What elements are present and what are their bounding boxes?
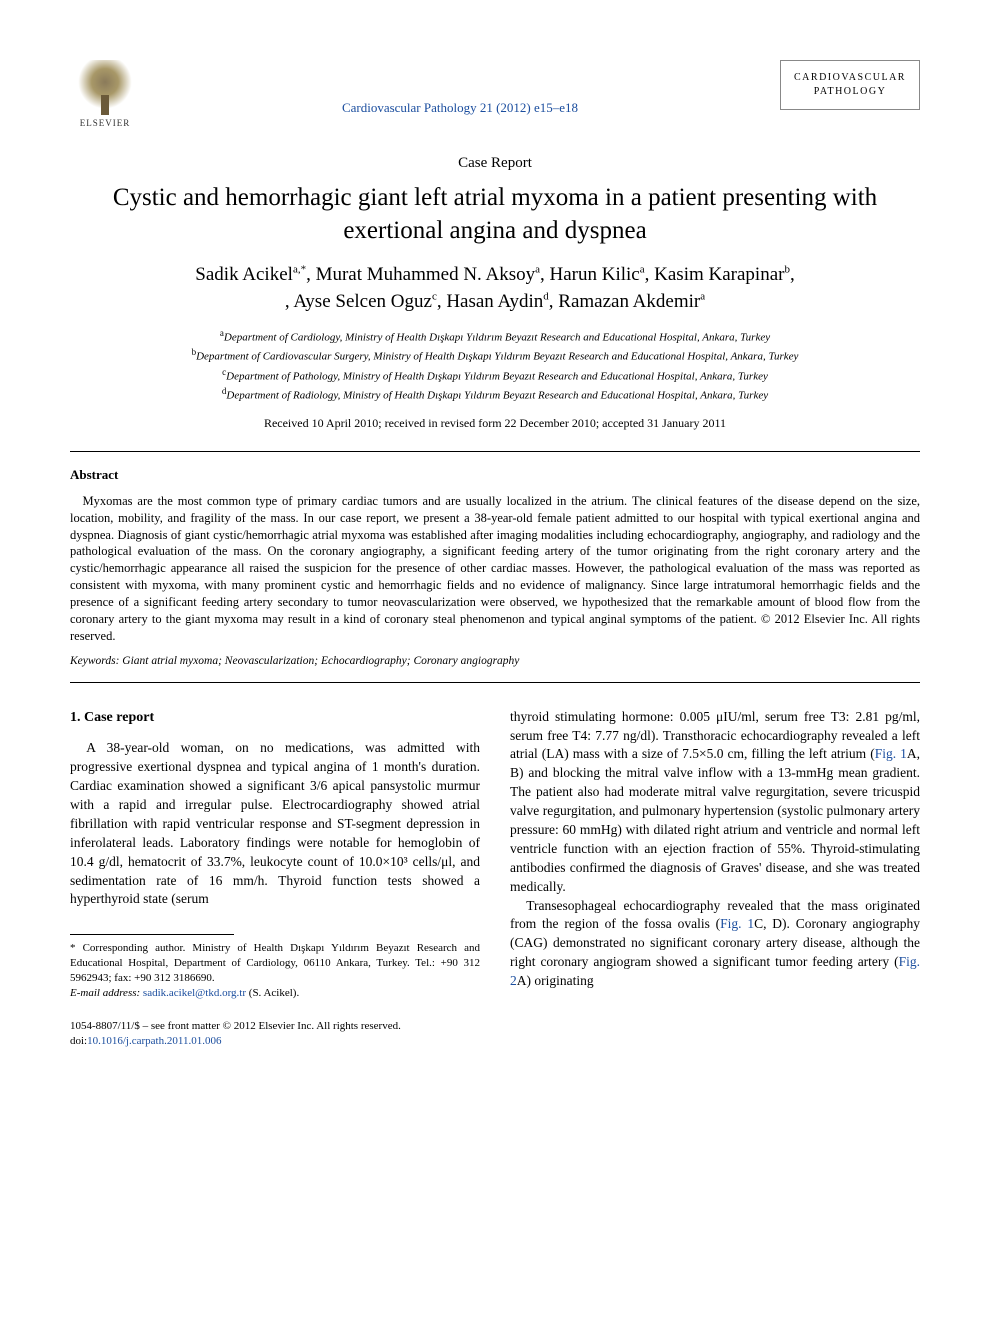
email-link[interactable]: sadik.acikel@tkd.org.tr bbox=[140, 987, 246, 999]
body-paragraph: A 38-year-old woman, on no medications, … bbox=[70, 739, 480, 909]
email-line: E-mail address: sadik.acikel@tkd.org.tr … bbox=[70, 986, 480, 1001]
abstract-label: Abstract bbox=[70, 467, 920, 483]
publisher-logo: ELSEVIER bbox=[70, 60, 140, 140]
abstract-text: Myxomas are the most common type of prim… bbox=[70, 493, 920, 645]
author: , Hasan Aydin bbox=[437, 291, 543, 312]
article-dates: Received 10 April 2010; received in revi… bbox=[70, 416, 920, 431]
author: , Murat Muhammed N. Aksoy bbox=[306, 264, 535, 285]
journal-box-line1: CARDIOVASCULAR bbox=[789, 71, 911, 85]
author: , Kasim Karapinar bbox=[645, 264, 785, 285]
email-suffix: (S. Acikel). bbox=[246, 987, 299, 999]
article-type: Case Report bbox=[70, 155, 920, 172]
body-paragraph: Transesophageal echocardiography reveale… bbox=[510, 897, 920, 991]
keywords-line: Keywords: Giant atrial myxoma; Neovascul… bbox=[70, 655, 920, 667]
article-body: 1. Case report A 38-year-old woman, on n… bbox=[70, 708, 920, 1050]
author-affil-sup: a,* bbox=[293, 264, 306, 276]
copyright-footer: 1054-8807/11/$ – see front matter © 2012… bbox=[70, 1019, 480, 1050]
corr-author-text: * Corresponding author. Ministry of Heal… bbox=[70, 941, 480, 986]
publisher-name: ELSEVIER bbox=[80, 118, 131, 128]
body-text: thyroid stimulating hormone: 0.005 μIU/m… bbox=[510, 709, 920, 762]
body-text: A) originating bbox=[517, 973, 594, 988]
article-title: Cystic and hemorrhagic giant left atrial… bbox=[70, 182, 920, 247]
affil-text: Department of Pathology, Ministry of Hea… bbox=[226, 370, 768, 382]
right-column: thyroid stimulating hormone: 0.005 μIU/m… bbox=[510, 708, 920, 1050]
copyright-text: 1054-8807/11/$ – see front matter © 2012… bbox=[70, 1019, 480, 1034]
left-column: 1. Case report A 38-year-old woman, on n… bbox=[70, 708, 480, 1050]
doi-link[interactable]: 10.1016/j.carpath.2011.01.006 bbox=[87, 1035, 221, 1047]
page-header: ELSEVIER Cardiovascular Pathology 21 (20… bbox=[70, 60, 920, 140]
body-text: A, B) and blocking the mitral valve infl… bbox=[510, 746, 920, 893]
affil-text: Department of Cardiology, Ministry of He… bbox=[224, 332, 770, 344]
affiliation-line: aDepartment of Cardiology, Ministry of H… bbox=[70, 327, 920, 346]
author: , Harun Kilic bbox=[540, 264, 640, 285]
affil-text: Department of Cardiovascular Surgery, Mi… bbox=[196, 351, 798, 363]
logo-tree-icon bbox=[75, 60, 135, 115]
divider bbox=[70, 682, 920, 683]
journal-title-box: CARDIOVASCULAR PATHOLOGY bbox=[780, 60, 920, 110]
keywords-label: Keywords: bbox=[70, 655, 119, 667]
author: , Ayse Selcen Oguz bbox=[285, 291, 432, 312]
body-paragraph: thyroid stimulating hormone: 0.005 μIU/m… bbox=[510, 708, 920, 897]
author-sep: , bbox=[790, 264, 795, 285]
figure-link[interactable]: Fig. 1 bbox=[720, 916, 754, 931]
section-heading: 1. Case report bbox=[70, 708, 480, 728]
affiliation-line: dDepartment of Radiology, Ministry of He… bbox=[70, 385, 920, 404]
footnote-divider bbox=[70, 934, 234, 935]
citation-link[interactable]: Cardiovascular Pathology 21 (2012) e15–e… bbox=[342, 100, 578, 115]
doi-line: doi:10.1016/j.carpath.2011.01.006 bbox=[70, 1034, 480, 1049]
author: Sadik Acikel bbox=[195, 264, 293, 285]
divider bbox=[70, 451, 920, 452]
author-list: Sadik Acikela,*, Murat Muhammed N. Aksoy… bbox=[70, 262, 920, 315]
figure-link[interactable]: Fig. 1 bbox=[875, 746, 907, 761]
corresponding-author-footnote: * Corresponding author. Ministry of Heal… bbox=[70, 941, 480, 1000]
journal-box-line2: PATHOLOGY bbox=[789, 85, 911, 99]
affiliations: aDepartment of Cardiology, Ministry of H… bbox=[70, 327, 920, 404]
journal-citation: Cardiovascular Pathology 21 (2012) e15–e… bbox=[140, 60, 780, 116]
keywords-text: Giant atrial myxoma; Neovascularization;… bbox=[119, 655, 519, 667]
email-label: E-mail address: bbox=[70, 987, 140, 999]
author: , Ramazan Akdemir bbox=[549, 291, 700, 312]
affiliation-line: bDepartment of Cardiovascular Surgery, M… bbox=[70, 346, 920, 365]
doi-label: doi: bbox=[70, 1035, 87, 1047]
author-affil-sup: a bbox=[700, 290, 705, 302]
affiliation-line: cDepartment of Pathology, Ministry of He… bbox=[70, 366, 920, 385]
affil-text: Department of Radiology, Ministry of Hea… bbox=[226, 389, 768, 401]
